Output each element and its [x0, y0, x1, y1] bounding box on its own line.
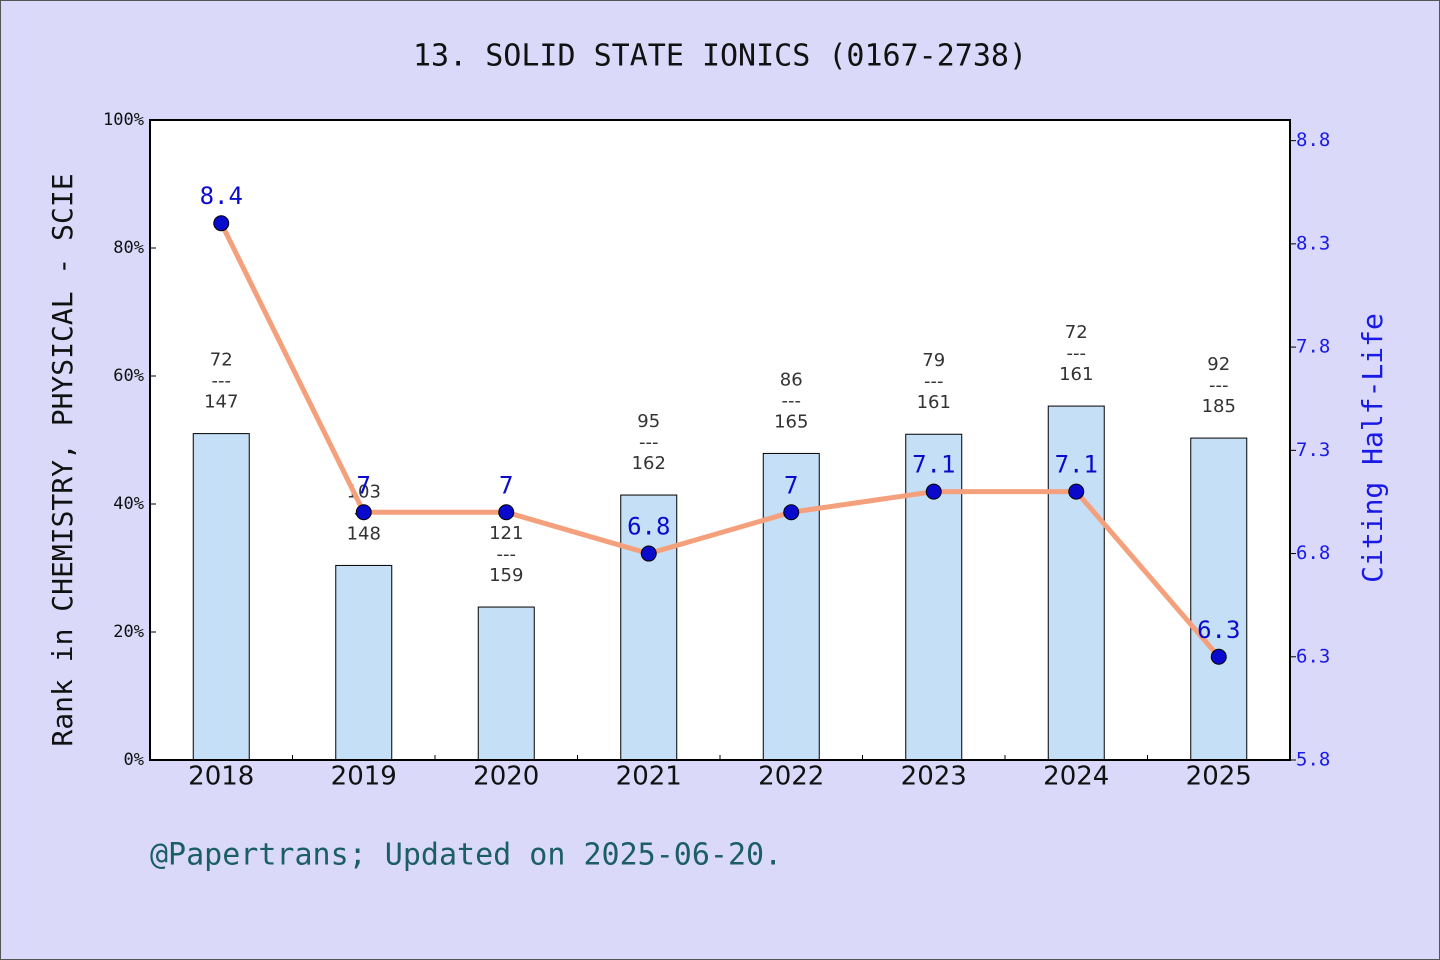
- y2-axis-label: Citing Half-Life: [1356, 313, 1389, 583]
- y-tick-label: 100%: [103, 110, 144, 130]
- bar-label: ---: [1067, 343, 1087, 364]
- footer: @Papertrans; Updated on 2025-06-20.: [150, 838, 782, 873]
- line-marker: [498, 504, 515, 521]
- x-tick-label: 2022: [758, 762, 824, 792]
- line-marker: [1068, 483, 1085, 500]
- x-tick-label: 2019: [331, 762, 397, 792]
- x-tick-label: 2025: [1186, 762, 1252, 792]
- y-axis-label: Rank in CHEMISTRY, PHYSICAL - SCIE: [46, 173, 79, 746]
- bar-label: 121: [489, 523, 523, 544]
- line-value-label: 7: [357, 471, 371, 499]
- bar-label: 162: [632, 453, 666, 474]
- line-value-label: 7: [499, 471, 513, 499]
- line-value-label: 8.4: [200, 182, 243, 210]
- bar: [1190, 437, 1248, 761]
- bar: [762, 452, 820, 761]
- y2-tick-label: 7.3: [1296, 439, 1330, 461]
- y-tick-label: 20%: [113, 622, 144, 642]
- bar-label: ---: [782, 390, 802, 411]
- bar: [1047, 405, 1105, 761]
- line-value-label: 7.1: [1055, 451, 1098, 479]
- bar-label: 185: [1202, 396, 1236, 417]
- line-marker: [355, 504, 372, 521]
- line-marker: [925, 483, 942, 500]
- y2-tick-label: 6.3: [1296, 645, 1330, 667]
- bar-label: 72: [210, 350, 233, 371]
- bar-label: 95: [637, 411, 660, 432]
- line-value-label: 7: [784, 471, 798, 499]
- line-marker: [1210, 648, 1227, 665]
- bar: [192, 433, 250, 761]
- bar-label: ---: [1209, 375, 1229, 396]
- bar: [477, 606, 535, 761]
- bar-label: 148: [347, 523, 381, 544]
- bar: [905, 433, 963, 761]
- y2-tick-label: 6.8: [1296, 542, 1330, 564]
- bar-label: 161: [1059, 364, 1093, 385]
- bar-label: ---: [212, 371, 232, 392]
- bar-label: ---: [497, 544, 517, 565]
- y-tick-label: 60%: [113, 366, 144, 386]
- bar-label: 159: [489, 565, 523, 586]
- plot-frame: [149, 119, 1291, 761]
- bar-label: 86: [780, 369, 803, 390]
- y2-tick-label: 8.8: [1296, 129, 1330, 151]
- line-marker: [640, 545, 657, 562]
- line-value-label: 6.3: [1197, 616, 1240, 644]
- bar-label: 165: [774, 411, 808, 432]
- x-tick-label: 2020: [473, 762, 539, 792]
- line-marker: [783, 504, 800, 521]
- x-tick-label: 2021: [616, 762, 682, 792]
- y2-tick-label: 8.3: [1296, 232, 1330, 254]
- line-marker: [213, 215, 230, 232]
- bar-label: ---: [639, 432, 659, 453]
- x-tick-label: 2018: [188, 762, 254, 792]
- y-tick-label: 40%: [113, 494, 144, 514]
- plot-area: [150, 120, 1290, 760]
- bar-label: 161: [917, 392, 951, 413]
- x-tick-label: 2023: [901, 762, 967, 792]
- y2-tick-label: 7.8: [1296, 336, 1330, 358]
- chart-title: 13. SOLID STATE IONICS (0167-2738): [413, 39, 1027, 74]
- line-value-label: 6.8: [627, 513, 670, 541]
- y-tick-label: 80%: [113, 238, 144, 258]
- bar-label: ---: [924, 371, 944, 392]
- bar-label: 92: [1207, 354, 1230, 375]
- y-tick-label: 0%: [124, 750, 144, 770]
- bar: [620, 494, 678, 761]
- bar-label: 147: [204, 392, 238, 413]
- x-tick-label: 2024: [1043, 762, 1109, 792]
- y2-tick-label: 5.8: [1296, 749, 1330, 771]
- line: [219, 222, 1221, 659]
- line-value-label: 7.1: [912, 451, 955, 479]
- bar-label: 79: [922, 350, 945, 371]
- bar-label: 72: [1065, 322, 1088, 343]
- bar: [335, 564, 393, 761]
